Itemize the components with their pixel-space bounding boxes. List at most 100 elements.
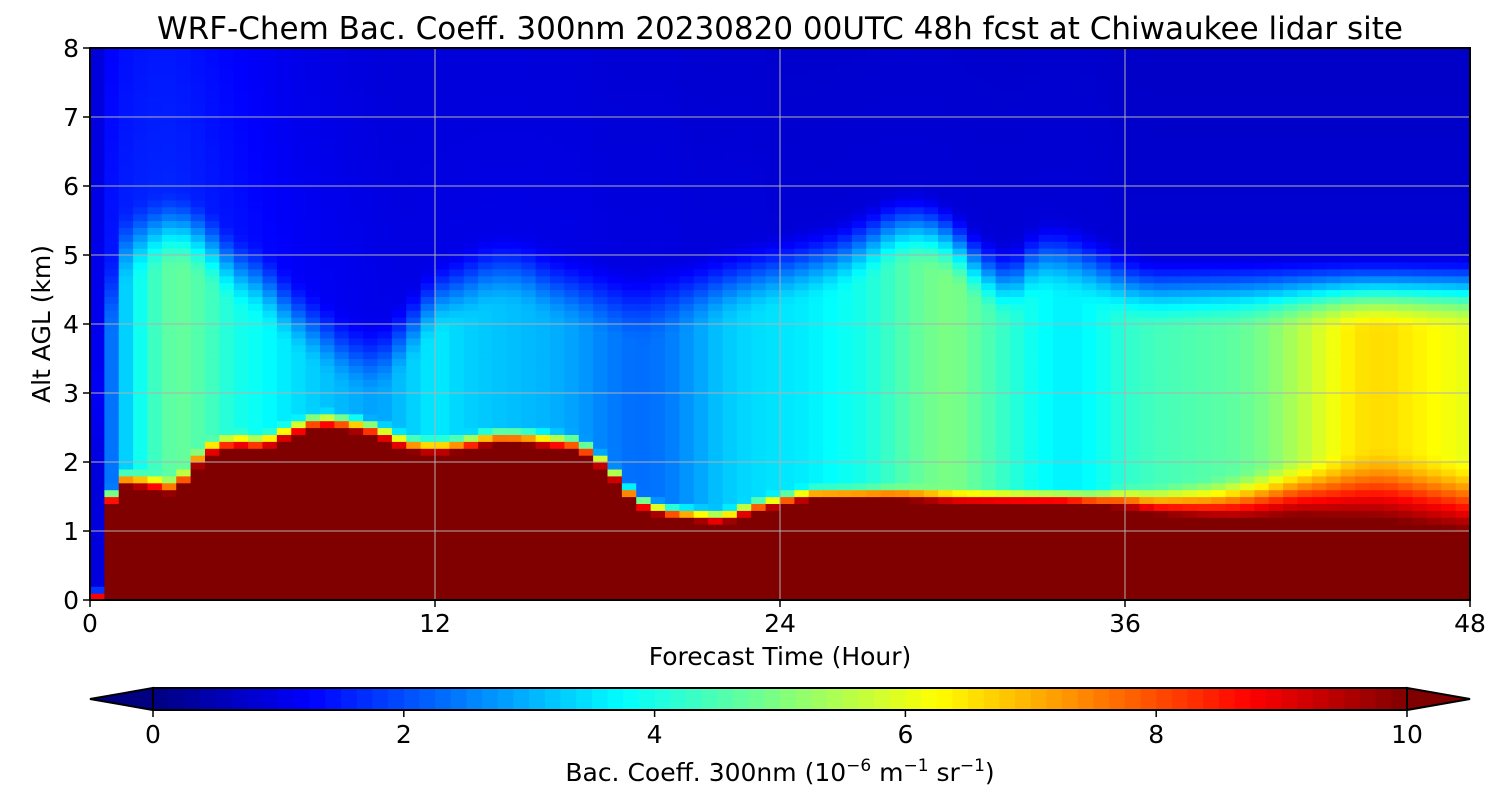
- heatmap-cell: [205, 593, 220, 600]
- heatmap-cell: [506, 137, 522, 146]
- heatmap-cell: [966, 386, 982, 394]
- heatmap-cell: [190, 137, 206, 146]
- heatmap-cell: [90, 234, 105, 242]
- heatmap-cell: [952, 503, 968, 511]
- heatmap-cell: [823, 248, 839, 256]
- heatmap-cell: [923, 372, 939, 380]
- heatmap-cell: [966, 427, 982, 435]
- heatmap-cell: [435, 455, 450, 463]
- heatmap-cell: [233, 130, 249, 139]
- heatmap-cell: [161, 130, 177, 139]
- heatmap-cell: [607, 420, 623, 429]
- heatmap-cell: [176, 358, 192, 366]
- heatmap-cell: [981, 517, 997, 525]
- heatmap-cell: [133, 351, 149, 360]
- heatmap-cell: [449, 227, 465, 235]
- heatmap-cell: [952, 123, 968, 132]
- heatmap-cell: [248, 268, 264, 277]
- heatmap-cell: [679, 110, 695, 118]
- heatmap-cell: [219, 482, 235, 491]
- heatmap-cell: [708, 103, 724, 111]
- heatmap-cell: [938, 303, 954, 311]
- heatmap-cell: [219, 551, 235, 560]
- heatmap-cell: [722, 255, 738, 263]
- heatmap-cell: [895, 510, 910, 518]
- heatmap-cell: [578, 544, 594, 553]
- heatmap-cell: [377, 517, 393, 525]
- heatmap-cell: [808, 179, 824, 187]
- heatmap-cell: [636, 130, 652, 139]
- heatmap-cell: [147, 130, 163, 139]
- heatmap-cell: [133, 151, 149, 159]
- heatmap-cell: [233, 123, 249, 132]
- heatmap-cell: [449, 234, 465, 242]
- heatmap-cell: [880, 544, 896, 553]
- heatmap-cell: [492, 89, 508, 97]
- heatmap-cell: [966, 393, 982, 401]
- heatmap-cell: [550, 158, 565, 166]
- heatmap-cell: [880, 227, 896, 235]
- heatmap-cell: [391, 393, 407, 401]
- heatmap-cell: [161, 275, 177, 284]
- heatmap-cell: [133, 551, 149, 560]
- heatmap-cell: [161, 310, 177, 318]
- heatmap-cell: [233, 137, 249, 146]
- heatmap-cell: [823, 82, 839, 90]
- heatmap-cell: [248, 565, 264, 573]
- heatmap-cell: [650, 413, 666, 422]
- heatmap-cell: [276, 192, 292, 201]
- heatmap-cell: [377, 227, 393, 235]
- heatmap-cell: [391, 220, 407, 228]
- heatmap-cell: [607, 75, 623, 84]
- heatmap-cell: [851, 123, 867, 132]
- heatmap-cell: [377, 558, 393, 567]
- heatmap-cell: [708, 365, 724, 373]
- heatmap-cell: [219, 303, 235, 311]
- heatmap-cell: [262, 441, 278, 449]
- heatmap-cell: [981, 510, 997, 518]
- heatmap-cell: [190, 510, 206, 518]
- heatmap-cell: [291, 289, 307, 297]
- heatmap-cell: [133, 199, 149, 208]
- heatmap-cell: [147, 558, 163, 567]
- heatmap-cell: [161, 151, 177, 159]
- heatmap-cell: [147, 48, 163, 56]
- heatmap-cell: [765, 413, 781, 422]
- heatmap-cell: [535, 317, 551, 325]
- heatmap-cell: [564, 420, 580, 429]
- heatmap-cell: [161, 324, 177, 332]
- heatmap-cell: [823, 282, 839, 291]
- heatmap-cell: [449, 365, 465, 373]
- heatmap-cell: [391, 103, 407, 111]
- heatmap-cell: [478, 68, 494, 77]
- heatmap-cell: [463, 365, 479, 373]
- heatmap-cell: [621, 351, 637, 360]
- heatmap-cell: [219, 462, 235, 470]
- heatmap-cell: [334, 434, 350, 442]
- heatmap-cell: [736, 117, 752, 125]
- heatmap-cell: [808, 186, 824, 194]
- heatmap-cell: [118, 275, 134, 284]
- heatmap-cell: [564, 303, 580, 311]
- heatmap-cell: [607, 172, 623, 180]
- heatmap-cell: [679, 192, 695, 201]
- heatmap-cell: [276, 586, 292, 594]
- heatmap-cell: [406, 103, 422, 111]
- heatmap-cell: [823, 496, 839, 504]
- heatmap-cell: [909, 186, 925, 194]
- heatmap-cell: [952, 248, 968, 256]
- heatmap-cell: [161, 61, 177, 70]
- heatmap-cell: [693, 137, 709, 146]
- heatmap-cell: [909, 151, 925, 159]
- heatmap-cell: [693, 482, 709, 491]
- heatmap-cell: [909, 199, 925, 208]
- heatmap-cell: [176, 137, 192, 146]
- heatmap-cell: [190, 289, 206, 297]
- heatmap-cell: [205, 503, 220, 511]
- heatmap-cell: [449, 448, 465, 456]
- heatmap-cell: [909, 434, 925, 442]
- heatmap-cell: [535, 544, 551, 553]
- heatmap-cell: [377, 420, 393, 429]
- heatmap-cell: [823, 192, 839, 201]
- heatmap-cell: [391, 503, 407, 511]
